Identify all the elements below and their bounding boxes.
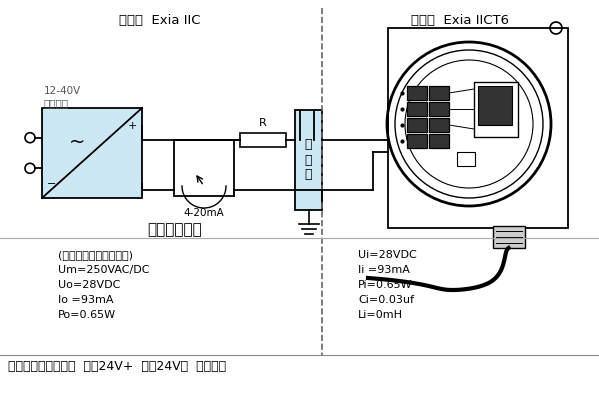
Text: Li=0mH: Li=0mH (358, 310, 403, 320)
Text: 安
全
栅: 安 全 栅 (305, 138, 312, 182)
Text: (参见安全栅适用说明书): (参见安全栅适用说明书) (58, 250, 133, 260)
Bar (295, 110, 322, 210)
Bar (407, 86, 427, 100)
Bar (429, 86, 449, 100)
Text: 危险区  Exia IICT6: 危险区 Exia IICT6 (411, 14, 509, 27)
Text: Pi=0.65W: Pi=0.65W (358, 280, 413, 290)
Text: Ci=0.03uf: Ci=0.03uf (358, 295, 414, 305)
Text: 4-20mA: 4-20mA (184, 208, 225, 218)
Bar (429, 134, 449, 148)
Text: 本安型接线图: 本安型接线图 (147, 222, 202, 237)
Bar (407, 118, 427, 132)
Text: 直流电源: 直流电源 (44, 98, 69, 108)
Bar (407, 134, 427, 148)
Text: +: + (128, 121, 137, 131)
Text: R: R (259, 118, 267, 128)
Text: Um=250VAC/DC: Um=250VAC/DC (58, 265, 150, 275)
Bar (492, 226, 525, 248)
Text: 12-40V: 12-40V (44, 86, 81, 96)
Bar (42, 108, 142, 198)
Bar (429, 118, 449, 132)
Bar (457, 152, 475, 166)
Text: 注：一体化接线方式  红：24V+  蓝：24V－  黑：接地: 注：一体化接线方式 红：24V+ 蓝：24V－ 黑：接地 (8, 360, 226, 373)
Bar (429, 102, 449, 116)
Text: Io =93mA: Io =93mA (58, 295, 113, 305)
Bar (474, 82, 518, 137)
Bar (407, 102, 427, 116)
Text: Ui=28VDC: Ui=28VDC (358, 250, 417, 260)
Text: −: − (47, 179, 57, 189)
Text: Ii =93mA: Ii =93mA (358, 265, 410, 275)
Bar (478, 86, 512, 125)
Text: Po=0.65W: Po=0.65W (58, 310, 116, 320)
Bar (388, 28, 568, 228)
Text: ~: ~ (69, 133, 85, 152)
Bar (174, 140, 234, 196)
Bar (240, 133, 286, 147)
Text: 安全区  Exia IIC: 安全区 Exia IIC (119, 14, 201, 27)
Text: Uo=28VDC: Uo=28VDC (58, 280, 120, 290)
